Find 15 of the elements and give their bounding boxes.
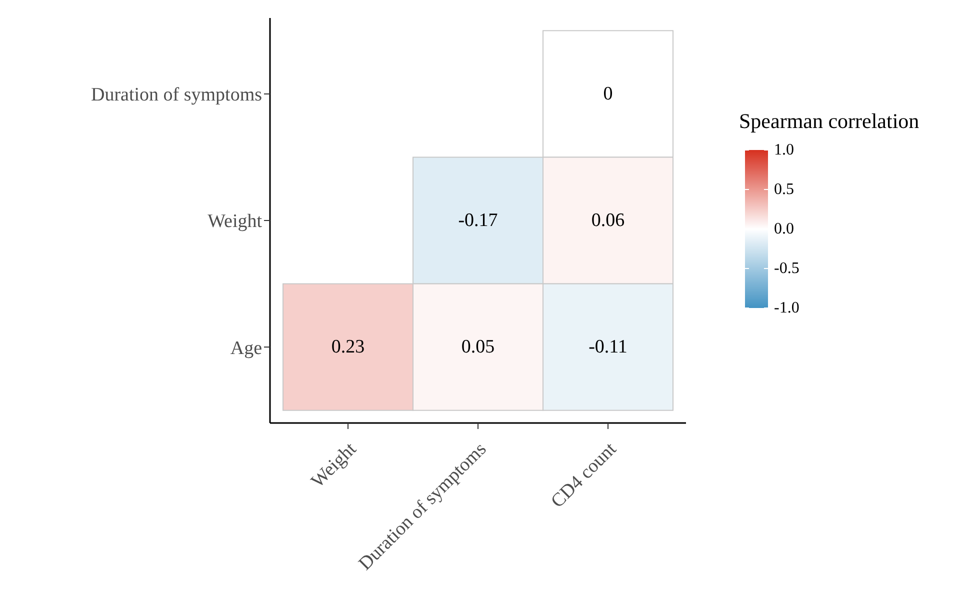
color-bar-title: Spearman correlation [739,109,920,133]
data-label: -0.17 [458,210,498,231]
y-tick-label: Weight [208,211,263,232]
y-tick-label: Duration of symptoms [91,84,262,106]
color-bar-label: 0.5 [774,181,794,198]
y-tick-label: Age [230,338,262,359]
data-label: -0.11 [588,336,628,358]
color-bar-label: 0.0 [774,220,794,238]
color-bar-label: 1.0 [774,142,794,158]
color-bar-label: -0.5 [774,260,800,277]
color-bar-label: -1.0 [774,300,800,316]
data-label: 0 [603,83,613,104]
data-label: 0.23 [331,336,365,358]
data-label: 0.05 [461,336,495,358]
data-label: 0.06 [591,210,625,231]
